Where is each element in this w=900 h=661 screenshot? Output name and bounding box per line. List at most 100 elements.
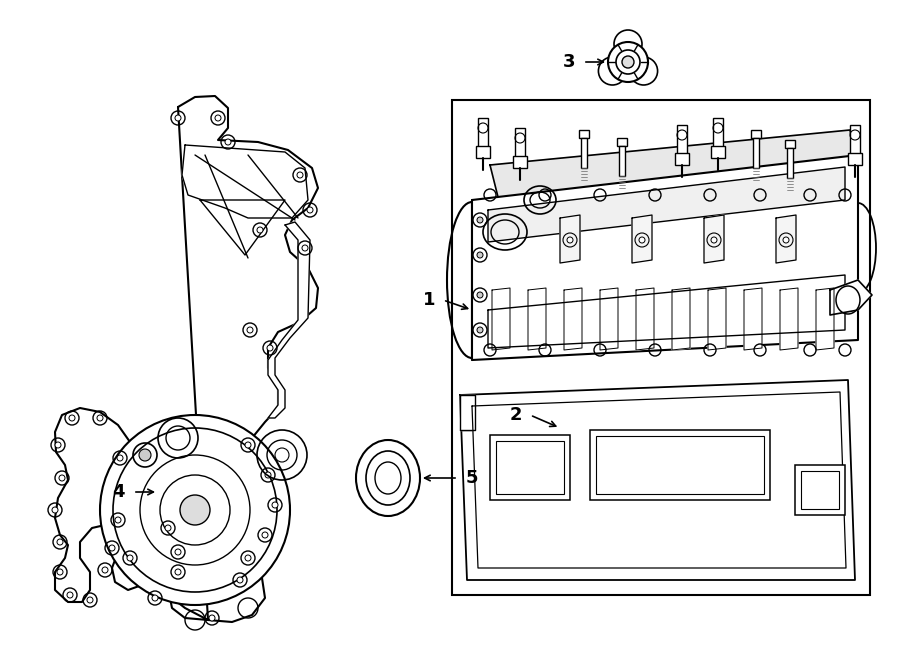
Polygon shape	[460, 395, 475, 430]
Circle shape	[608, 42, 648, 82]
Circle shape	[115, 517, 121, 523]
Bar	[848, 153, 862, 165]
Text: 5: 5	[466, 469, 479, 487]
Polygon shape	[564, 288, 582, 350]
Polygon shape	[268, 222, 310, 418]
Circle shape	[297, 172, 303, 178]
Circle shape	[180, 495, 210, 525]
Circle shape	[247, 327, 253, 333]
Circle shape	[117, 455, 123, 461]
Circle shape	[52, 507, 58, 513]
Circle shape	[630, 57, 658, 85]
Polygon shape	[182, 145, 308, 218]
Circle shape	[614, 30, 642, 58]
Bar	[490, 435, 570, 500]
Circle shape	[711, 237, 717, 243]
Text: 3: 3	[562, 53, 575, 71]
Bar	[596, 436, 764, 494]
Bar	[496, 441, 564, 494]
Bar	[713, 118, 723, 153]
Circle shape	[55, 442, 61, 448]
Text: 1: 1	[422, 291, 435, 309]
Bar	[581, 138, 587, 168]
Bar	[675, 153, 689, 165]
Polygon shape	[55, 96, 318, 622]
Circle shape	[139, 449, 151, 461]
Circle shape	[477, 327, 483, 333]
Polygon shape	[600, 288, 618, 350]
Circle shape	[477, 252, 483, 258]
Circle shape	[307, 207, 313, 213]
Bar	[711, 146, 725, 158]
Polygon shape	[632, 215, 652, 263]
Polygon shape	[460, 380, 855, 580]
Circle shape	[87, 597, 93, 603]
Polygon shape	[672, 288, 690, 350]
Circle shape	[127, 555, 133, 561]
Circle shape	[262, 532, 268, 538]
Circle shape	[175, 115, 181, 121]
Bar	[787, 148, 793, 178]
Bar	[795, 465, 845, 515]
Circle shape	[272, 502, 278, 508]
Polygon shape	[744, 288, 762, 350]
Circle shape	[639, 237, 645, 243]
Circle shape	[100, 415, 290, 605]
Polygon shape	[780, 288, 798, 350]
Polygon shape	[492, 288, 510, 350]
Polygon shape	[776, 215, 796, 263]
Bar	[801, 471, 839, 509]
Circle shape	[175, 549, 181, 555]
Circle shape	[598, 57, 626, 85]
Text: 2: 2	[509, 406, 522, 424]
Bar	[753, 138, 759, 168]
Circle shape	[302, 245, 308, 251]
Bar	[515, 128, 525, 163]
Polygon shape	[472, 155, 858, 360]
Polygon shape	[560, 215, 580, 263]
Circle shape	[165, 525, 171, 531]
Bar	[751, 130, 761, 138]
Polygon shape	[200, 200, 285, 255]
Bar	[677, 125, 687, 160]
Bar	[579, 130, 589, 138]
Bar	[590, 430, 770, 500]
Circle shape	[152, 595, 158, 601]
Bar	[476, 146, 490, 158]
Polygon shape	[708, 288, 726, 350]
Circle shape	[175, 569, 181, 575]
Circle shape	[245, 442, 251, 448]
Bar	[785, 140, 795, 148]
Polygon shape	[636, 288, 654, 350]
Circle shape	[275, 448, 289, 462]
Ellipse shape	[356, 440, 420, 516]
Polygon shape	[488, 167, 845, 242]
Circle shape	[622, 56, 634, 68]
Circle shape	[477, 217, 483, 223]
Circle shape	[59, 475, 65, 481]
Circle shape	[265, 472, 271, 478]
Circle shape	[257, 227, 263, 233]
Polygon shape	[704, 215, 724, 263]
Text: 4: 4	[112, 483, 125, 501]
Circle shape	[57, 569, 63, 575]
Circle shape	[245, 555, 251, 561]
Polygon shape	[816, 288, 834, 350]
Circle shape	[69, 415, 75, 421]
Bar	[513, 156, 527, 168]
Circle shape	[102, 567, 108, 573]
Circle shape	[209, 615, 215, 621]
Polygon shape	[528, 288, 546, 350]
Circle shape	[215, 115, 221, 121]
Circle shape	[97, 415, 103, 421]
Circle shape	[67, 592, 73, 598]
Polygon shape	[488, 275, 845, 348]
Circle shape	[237, 577, 243, 583]
Bar	[850, 125, 860, 160]
Polygon shape	[472, 392, 846, 568]
Circle shape	[783, 237, 789, 243]
Circle shape	[225, 139, 231, 145]
Polygon shape	[830, 280, 872, 315]
Bar	[619, 146, 625, 176]
Bar	[452, 100, 870, 595]
